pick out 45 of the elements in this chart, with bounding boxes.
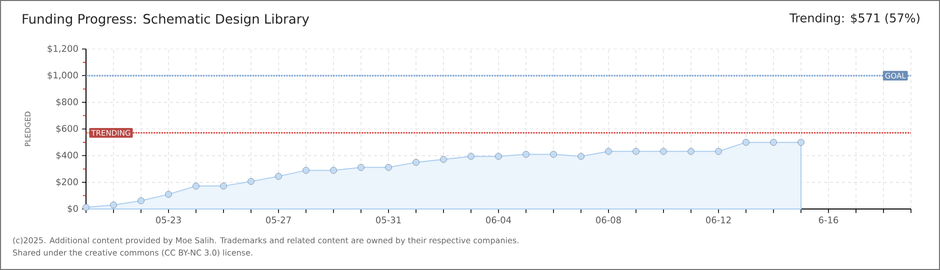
point [468,152,474,160]
point [192,182,200,190]
point [138,197,144,204]
point [495,152,502,160]
y-tick-label: $800 [56,98,78,106]
x-tick-label: 06-08 [596,216,621,224]
x-tick-label: 05-27 [266,216,291,224]
point [330,166,337,174]
point [798,138,804,146]
point [385,164,392,171]
point [688,148,694,155]
chart-title: Funding Progress: Schematic Design Library [22,14,310,26]
y-tick-label: $400 [56,152,78,160]
text: Trending: $571 (57%) [790,13,920,25]
point [110,202,117,208]
point [165,190,172,198]
point [358,164,364,171]
point [412,158,420,166]
y-tick-label: $1,200 [48,44,78,54]
x-tick-label: 06-04 [486,216,512,224]
x-tick-label: 6-16 [818,216,838,224]
point [522,150,530,158]
x-tick-label: 05-23 [156,216,181,224]
x-tick-label: 06-12 [706,216,731,224]
point [275,172,282,180]
point [220,182,227,190]
y-tick-label: $1,000 [48,72,78,80]
point [605,148,612,155]
point [715,148,722,155]
point [302,166,310,174]
point [248,178,254,185]
point [742,138,750,146]
point [578,152,584,160]
point [550,150,557,158]
point [440,156,447,163]
point [770,138,777,146]
point [660,148,667,155]
y-tick-label: $0 [68,204,78,214]
x-tick-label: 05-31 [376,216,401,224]
y-tick-label: $200 [56,178,78,186]
y-tick-label: $600 [56,124,78,134]
point [82,204,90,211]
text: Shared under the creative commons (CC BY-NC 3.0) license. [13,249,252,257]
point [632,148,640,155]
text: (c)2025. Additional content provided by Moe Salih. Trademarks and related content are owned by their respective companies. [13,237,518,245]
